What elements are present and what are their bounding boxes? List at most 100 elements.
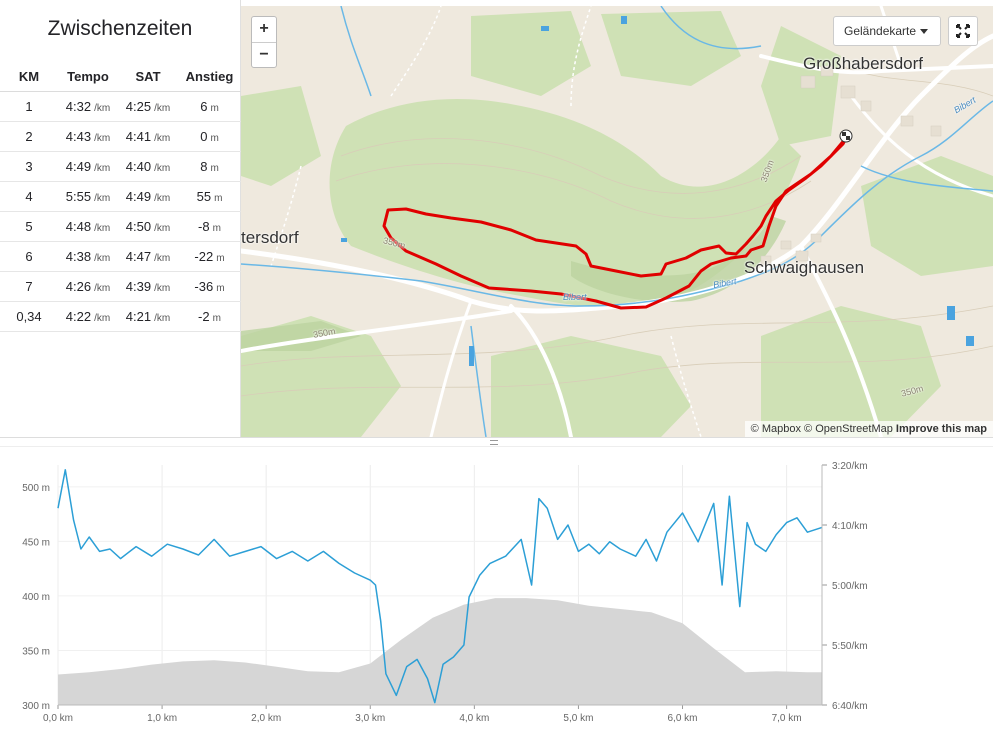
split-tempo: 4:43/km	[58, 121, 118, 152]
split-sat: 4:39/km	[118, 271, 178, 302]
split-sat: 4:47/km	[118, 241, 178, 272]
split-tempo-unit: /km	[94, 222, 111, 234]
split-km: 6	[0, 241, 58, 272]
zoom-in-icon[interactable]: +	[259, 20, 269, 37]
split-km-value: 0,34	[16, 308, 42, 324]
split-sat: 4:25/km	[118, 91, 178, 122]
fullscreen-button[interactable]	[948, 16, 978, 46]
split-tempo-value: 4:26	[65, 278, 92, 294]
split-tempo: 4:22/km	[58, 301, 118, 332]
map-canvas[interactable]	[241, 6, 993, 437]
split-tempo-value: 4:32	[65, 98, 92, 114]
split-km: 7	[0, 271, 58, 302]
x-tick-label: 7,0 km	[772, 713, 802, 724]
zoom-out-icon[interactable]: −	[252, 42, 276, 67]
x-tick-label: 1,0 km	[147, 713, 177, 724]
split-tempo-unit: /km	[94, 162, 111, 174]
split-anstieg-unit: m	[214, 192, 223, 204]
split-row: 5 4:48/km 4:50/km -8 m	[0, 211, 241, 242]
split-sat: 4:40/km	[118, 151, 178, 182]
split-anstieg-unit: m	[212, 222, 221, 234]
forest-area-main	[329, 98, 801, 308]
y-left-tick-label: 500 m	[22, 483, 50, 494]
header-sat: SAT	[118, 62, 178, 92]
split-row: 3 4:49/km 4:40/km 8 m	[0, 151, 241, 182]
split-sat-unit: /km	[154, 252, 171, 264]
river-label: Bibert	[563, 292, 587, 302]
attribution-osm-link[interactable]: © OpenStreetMap	[804, 423, 893, 435]
pace-line	[57, 469, 823, 704]
forest-area-north	[471, 11, 591, 96]
split-km: 2	[0, 121, 58, 152]
x-tick-label: 0,0 km	[43, 713, 73, 724]
rivers	[241, 6, 993, 437]
split-km-value: 1	[25, 98, 33, 114]
split-sat-unit: /km	[154, 222, 171, 234]
forest-area-southeast	[761, 306, 941, 437]
elevation-area	[58, 598, 822, 705]
split-anstieg: -36 m	[178, 271, 241, 302]
splits-title: Zwischenzeiten	[47, 17, 193, 40]
split-anstieg-value: 6	[200, 98, 208, 114]
split-row: 7 4:26/km 4:39/km -36 m	[0, 271, 241, 302]
split-anstieg-value: 8	[200, 158, 208, 174]
split-sat-value: 4:50	[125, 218, 152, 234]
split-tempo-value: 4:48	[65, 218, 92, 234]
y-left-tick-label: 350 m	[22, 646, 50, 657]
split-sat-unit: /km	[154, 102, 171, 114]
splits-header-row: KM Tempo SAT Anstieg	[0, 62, 241, 92]
header-tempo: Tempo	[58, 62, 118, 92]
route-map[interactable]: Großhabersdorf Schwaighausen tersdorf 35…	[241, 6, 993, 437]
split-km-value: 5	[25, 218, 33, 234]
forest-areas	[241, 11, 993, 437]
split-anstieg-unit: m	[216, 252, 225, 264]
elevation-pace-chart[interactable]: 0,0 km 1,0 km 2,0 km 3,0 km 4,0 km 5,0 km 6,0 …	[0, 447, 993, 739]
split-tempo-value: 4:22	[65, 308, 92, 324]
drag-handle-icon[interactable]	[490, 440, 498, 445]
split-sat-value: 4:49	[125, 188, 152, 204]
split-anstieg-value: -36	[194, 278, 214, 294]
split-row: 0,34 4:22/km 4:21/km -2 m	[0, 301, 241, 332]
y-right-tick-label: 3:20/km	[832, 461, 868, 472]
split-km: 1	[0, 91, 58, 122]
split-row: 6 4:38/km 4:47/km -22 m	[0, 241, 241, 272]
split-anstieg-unit: m	[210, 102, 219, 114]
split-sat-value: 4:40	[125, 158, 152, 174]
x-tick-label: 3,0 km	[355, 713, 385, 724]
x-tick-label: 6,0 km	[668, 713, 698, 724]
panel-resize-divider[interactable]	[0, 437, 993, 447]
split-anstieg: -22 m	[178, 241, 241, 272]
split-tempo-unit: /km	[94, 252, 111, 264]
split-sat-value: 4:41	[125, 128, 152, 144]
place-schwaighausen: Schwaighausen	[744, 258, 865, 277]
split-anstieg-value: 0	[200, 128, 208, 144]
split-tempo-unit: /km	[94, 282, 111, 294]
split-sat-value: 4:39	[125, 278, 152, 294]
split-km: 4	[0, 181, 58, 212]
split-km: 3	[0, 151, 58, 182]
split-tempo: 4:32/km	[58, 91, 118, 122]
split-tempo: 5:55/km	[58, 181, 118, 212]
x-tick-label: 4,0 km	[459, 713, 489, 724]
split-anstieg: 55 m	[178, 181, 241, 212]
fullscreen-icon	[956, 24, 970, 38]
forest-area-west	[241, 86, 321, 186]
split-sat-unit: /km	[154, 192, 171, 204]
split-tempo-value: 4:43	[65, 128, 92, 144]
improve-map-link[interactable]: Improve this map	[895, 423, 987, 435]
y-left-tick-label: 300 m	[22, 701, 50, 712]
split-anstieg-unit: m	[210, 162, 219, 174]
split-sat: 4:49/km	[118, 181, 178, 212]
split-anstieg-value: -2	[198, 308, 210, 324]
map-layer-select[interactable]: Geländekarte	[833, 16, 941, 46]
map-attribution: © Mapbox © OpenStreetMap Improve this ma…	[744, 421, 993, 437]
y-left-tick-label: 450 m	[22, 537, 50, 548]
forest-area-south	[491, 336, 691, 437]
split-anstieg-unit: m	[212, 312, 221, 324]
place-grosshabersdorf: Großhabersdorf	[803, 54, 923, 73]
split-tempo-unit: /km	[94, 312, 111, 324]
attribution-mapbox-link[interactable]: © Mapbox	[750, 423, 801, 435]
